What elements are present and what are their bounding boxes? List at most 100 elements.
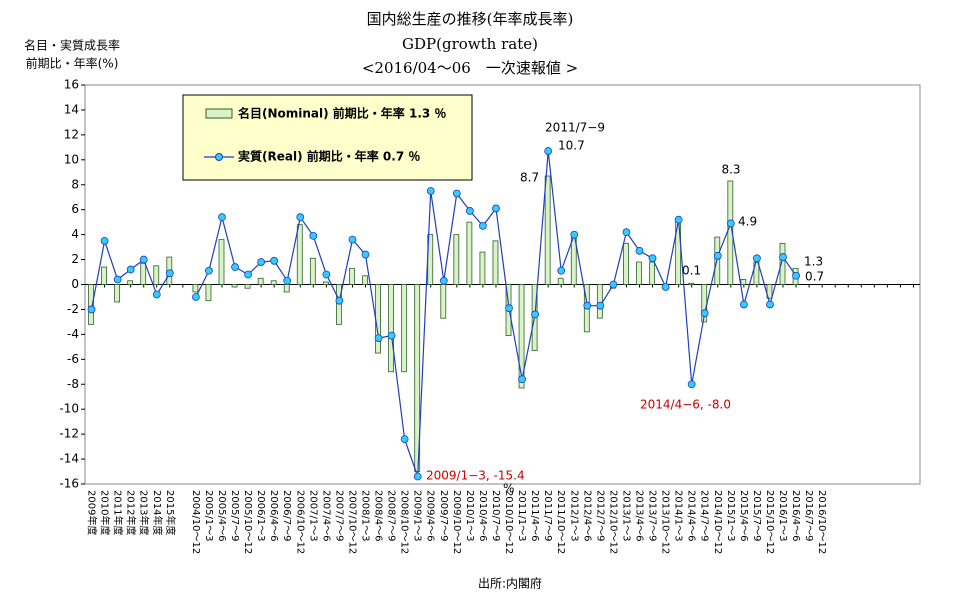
x-tick-label: 2013/1～3	[620, 490, 631, 542]
y-tick-label: 16	[64, 78, 79, 92]
x-tick-label: 2010/10～12	[503, 490, 514, 554]
bar	[88, 284, 94, 325]
source: 出所:内閣府	[478, 576, 542, 591]
y-tick-label: -10	[59, 402, 79, 416]
x-tick-label: 2016/4～6	[790, 490, 801, 542]
bar	[479, 251, 486, 285]
marker	[322, 270, 331, 279]
annotation: 0.1	[682, 264, 701, 278]
marker	[792, 271, 800, 280]
x-tick-label: 2011/1～3	[516, 490, 527, 542]
bar	[414, 284, 421, 472]
x-tick-label: 2010年度	[99, 490, 112, 535]
marker	[126, 265, 135, 274]
y-tick-label: -12	[59, 427, 79, 441]
marker	[570, 230, 579, 239]
x-tick-label: 2010/1～3	[464, 490, 475, 542]
bar	[218, 239, 225, 285]
x-tick-label: 2014年度	[151, 490, 164, 535]
marker	[348, 235, 357, 244]
marker	[205, 266, 213, 275]
y-tick-label: 14	[64, 102, 79, 116]
x-tick-label: 2013/7～9	[647, 490, 658, 542]
x-tick-label: 2014/7～9	[699, 490, 710, 542]
x-tick-label: 2011年度	[112, 490, 125, 535]
x-tick-label: 2007/7～9	[333, 490, 344, 542]
marker	[596, 301, 605, 310]
y-tick-label: -2	[67, 302, 79, 316]
marker	[531, 310, 540, 319]
x-tick-label: 2013年度	[138, 490, 151, 535]
x-tick-label: 2015年度	[164, 490, 177, 535]
annotation: 8.7	[520, 171, 539, 185]
bar	[492, 240, 499, 285]
bar	[623, 242, 629, 285]
y-tick-label: -16	[59, 477, 79, 491]
x-tick-label: 2014/10～12	[712, 490, 723, 554]
bar	[231, 284, 238, 288]
y-tick-label: 6	[71, 202, 79, 216]
bar	[270, 280, 277, 285]
marker	[739, 300, 748, 309]
x-tick-label: 2015/1～3	[725, 490, 736, 542]
x-tick-label: 2015/7～9	[751, 490, 762, 542]
marker	[374, 334, 383, 343]
marker	[622, 228, 631, 237]
marker	[479, 221, 487, 230]
y-tick-label: 2	[71, 252, 79, 266]
x-tick-label: 2015/4～6	[738, 490, 749, 542]
bar	[466, 221, 473, 285]
annotation: 10.7	[558, 139, 585, 153]
y-axis-label: 名目・実質成長率	[24, 38, 120, 53]
x-tick-label: 2016/1～3	[777, 490, 788, 542]
chart-subtitle: <2016/04～06 一次速報値 >	[362, 59, 578, 77]
bar	[557, 277, 564, 285]
y-tick-label: -4	[67, 327, 79, 341]
marker	[100, 236, 109, 245]
x-tick-label: 2006/7～9	[281, 490, 292, 542]
bar	[688, 282, 695, 285]
x-tick-label: 2014/1～3	[673, 490, 684, 542]
bar	[257, 277, 264, 285]
annotation: %	[503, 482, 514, 496]
bar	[362, 275, 368, 285]
bar	[309, 257, 316, 285]
chart-subtitle: GDP(growth rate)	[402, 35, 538, 53]
y-tick-label: -6	[67, 352, 79, 366]
marker	[165, 269, 174, 278]
y-tick-label: 0	[71, 277, 79, 291]
x-tick-label: 2010/4～6	[477, 490, 488, 542]
x-tick-label: 2016/7～9	[803, 490, 814, 542]
bar	[375, 284, 381, 354]
x-tick-label: 2009/1～3	[412, 490, 423, 542]
marker	[387, 331, 396, 340]
marker	[452, 189, 461, 198]
y-tick-label: -8	[67, 377, 79, 391]
bar	[453, 234, 460, 285]
legend: 名目(Nominal) 前期比・年率 1.3 ％ 実質(Real) 前期比・年率…	[182, 94, 473, 181]
bar	[766, 284, 773, 299]
marker	[244, 270, 252, 279]
marker	[687, 380, 696, 389]
marker	[257, 258, 266, 266]
legend-label: 実質(Real) 前期比・年率 0.7 ％	[238, 149, 420, 164]
x-tick-label: 2006/1～3	[255, 490, 266, 542]
annotation: 0.7	[805, 270, 824, 284]
legend-swatch	[205, 108, 233, 119]
marker	[713, 251, 722, 260]
marker	[152, 290, 161, 299]
x-tick-label: 2006/4～6	[268, 490, 279, 542]
marker	[191, 293, 200, 301]
marker	[753, 254, 761, 263]
bar	[140, 262, 147, 285]
marker	[139, 255, 148, 264]
bar	[205, 284, 212, 302]
x-tick-label: 2014/4～6	[686, 490, 697, 542]
y-axis-label: 前期比・年率(%)	[26, 56, 119, 71]
marker	[87, 305, 96, 314]
x-tick-label: 2009/7～9	[438, 490, 449, 542]
marker	[674, 215, 683, 224]
marker	[544, 147, 553, 155]
bar	[388, 284, 395, 373]
